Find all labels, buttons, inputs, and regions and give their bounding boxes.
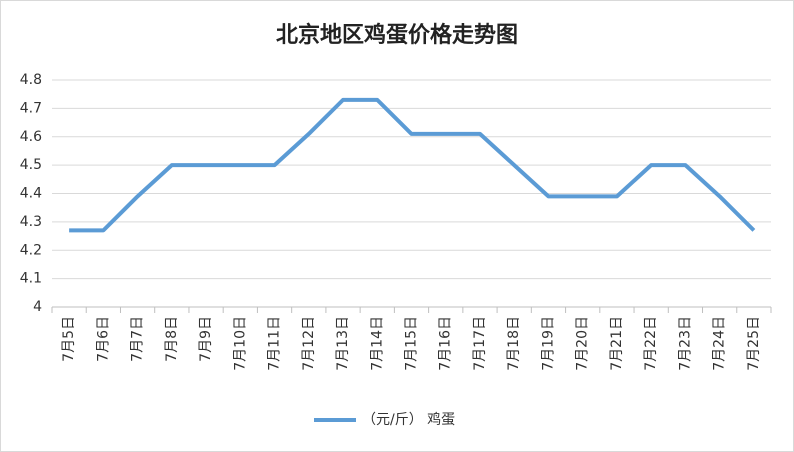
x-tick-label: 7月17日 bbox=[472, 316, 488, 371]
y-tick-label: 4.5 bbox=[20, 157, 42, 173]
y-tick-label: 4.4 bbox=[20, 186, 42, 202]
x-tick-label: 7月18日 bbox=[506, 316, 522, 371]
x-tick-label: 7月9日 bbox=[198, 316, 214, 362]
x-tick-label: 7月5日 bbox=[61, 316, 77, 362]
y-tick-label: 4.3 bbox=[20, 214, 42, 230]
x-tick-label: 7月16日 bbox=[438, 316, 454, 371]
line-series bbox=[69, 97, 756, 233]
x-tick-label: 7月23日 bbox=[677, 316, 693, 371]
x-tick-label: 7月11日 bbox=[267, 316, 283, 371]
x-tick-label: 7月13日 bbox=[335, 316, 351, 371]
x-tick-label: 7月24日 bbox=[712, 316, 728, 371]
x-tick-label: 7月12日 bbox=[301, 316, 317, 371]
legend-label: （元/斤） 鸡蛋 bbox=[362, 411, 455, 428]
y-tick-label: 4 bbox=[33, 299, 42, 315]
x-tick-label: 7月25日 bbox=[746, 316, 762, 371]
x-tick-label: 7月20日 bbox=[575, 316, 591, 371]
chart-title: 北京地区鸡蛋价格走势图 bbox=[276, 22, 518, 48]
x-tick-label: 7月8日 bbox=[164, 316, 180, 362]
y-tick-label: 4.7 bbox=[20, 100, 42, 116]
y-tick-label: 4.8 bbox=[20, 72, 42, 88]
y-tick-label: 4.1 bbox=[20, 271, 42, 287]
x-tick-label: 7月6日 bbox=[95, 316, 111, 362]
x-tick-label: 7月19日 bbox=[540, 316, 556, 371]
x-tick-label: 7月21日 bbox=[609, 316, 625, 371]
x-tick-label: 7月7日 bbox=[130, 316, 146, 362]
x-tick-label: 7月22日 bbox=[643, 316, 659, 371]
x-tick-label: 7月15日 bbox=[404, 316, 420, 371]
x-tick-label: 7月10日 bbox=[232, 316, 248, 371]
y-tick-label: 4.6 bbox=[20, 129, 42, 145]
x-tick-label: 7月14日 bbox=[369, 316, 385, 371]
y-tick-label: 4.2 bbox=[20, 242, 42, 258]
